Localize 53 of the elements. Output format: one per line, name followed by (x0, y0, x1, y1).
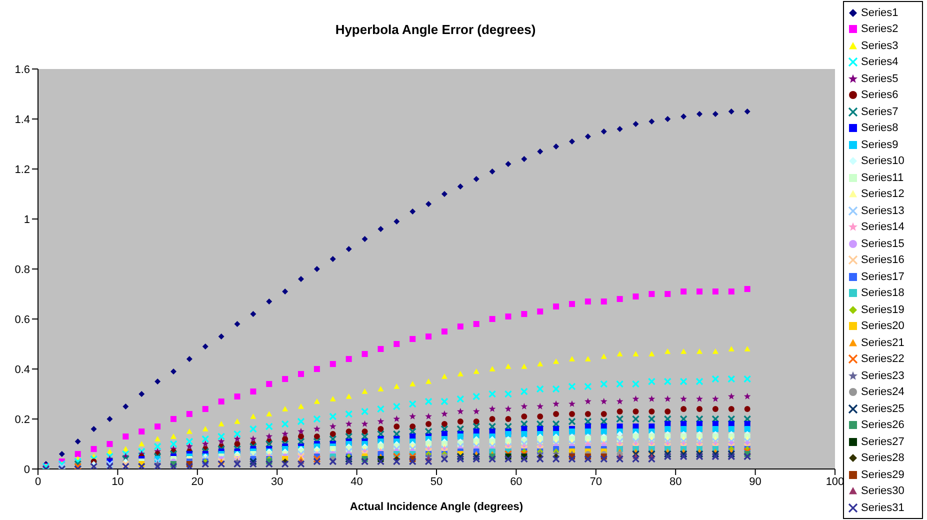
legend-label: Series11 (861, 172, 904, 184)
x-axis-title: Actual Incidence Angle (degrees) (350, 501, 524, 513)
chart-title: Hyperbola Angle Error (degrees) (334, 22, 537, 37)
y-tick-label: 0.4 (14, 364, 30, 376)
x-tick-label: 40 (350, 476, 363, 488)
legend-label: Series24 (861, 386, 904, 398)
y-tick-label: 1.6 (14, 64, 30, 76)
legend-label: Series1 (861, 6, 898, 18)
legend-label: Series8 (861, 122, 898, 134)
legend-label: Series29 (861, 468, 904, 480)
legend-label: Series26 (861, 419, 904, 431)
x-tick-label: 50 (430, 476, 443, 488)
x-tick-label: 20 (191, 476, 204, 488)
legend-label: Series9 (861, 138, 898, 150)
legend-label: Series27 (861, 436, 904, 448)
legend-label: Series25 (861, 402, 904, 414)
legend-label: Series6 (861, 89, 898, 101)
x-tick-label: 60 (510, 476, 522, 488)
legend-label: Series2 (861, 23, 898, 35)
legend-label: Series16 (861, 254, 904, 266)
legend-label: Series22 (861, 353, 904, 365)
x-tick-label: 80 (669, 476, 682, 488)
x-tick-label: 70 (590, 476, 602, 488)
legend-label: Series15 (861, 238, 904, 250)
legend-label: Series13 (861, 204, 904, 216)
legend-label: Series4 (861, 56, 898, 68)
y-tick-label: 1.2 (14, 164, 30, 176)
legend-label: Series14 (861, 221, 904, 233)
x-tick-label: 0 (34, 476, 42, 488)
y-tick-label: 0.2 (14, 414, 30, 426)
legend-label: Series21 (861, 336, 904, 348)
legend-label: Series5 (861, 72, 898, 84)
legend-label: Series7 (861, 106, 898, 118)
legend-label: Series19 (861, 304, 904, 316)
x-tick-label: 10 (112, 476, 124, 488)
legend-label: Series31 (861, 502, 904, 514)
legend-label: Series28 (861, 452, 904, 464)
x-tick-label: 30 (270, 476, 284, 488)
legend-label: Series10 (861, 155, 904, 167)
legend-label: Series18 (861, 287, 904, 299)
legend-label: Series23 (861, 370, 904, 382)
y-tick-label: 1 (24, 214, 30, 226)
legend-label: Series20 (861, 320, 904, 332)
legend-label: Series12 (861, 188, 904, 200)
x-tick-label: 90 (749, 476, 762, 488)
legend-label: Series3 (861, 40, 898, 52)
x-tick-label: 100 (826, 476, 844, 488)
y-tick-label: 0.8 (14, 264, 30, 276)
legend-label: Series17 (861, 270, 904, 282)
legend-label: Series30 (861, 485, 904, 497)
y-tick-label: 1.4 (14, 114, 30, 126)
y-tick-label: 0.6 (14, 314, 30, 326)
y-tick-label: 0 (24, 464, 30, 476)
